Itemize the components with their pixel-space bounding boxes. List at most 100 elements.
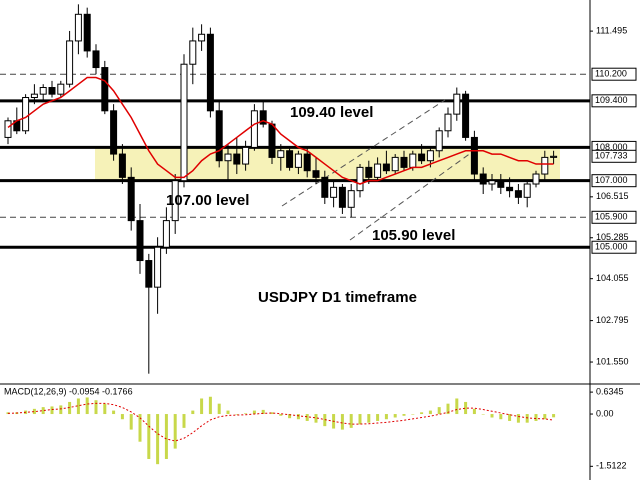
annotation: 105.90 level: [372, 227, 455, 244]
macd-title: MACD(12,26,9) -0.0954 -0.1766: [4, 386, 133, 396]
macd-bar: [138, 414, 142, 442]
macd-bar: [235, 414, 239, 415]
macd-bar: [173, 414, 177, 449]
candle-body: [136, 220, 144, 262]
macd-bar: [446, 403, 450, 415]
macd-bar: [437, 407, 441, 415]
level-label: 105.000: [595, 242, 628, 252]
macd-bar: [103, 403, 107, 415]
annotation: 107.00 level: [166, 192, 249, 209]
macd-bar: [525, 414, 529, 423]
macd-bar: [50, 406, 54, 415]
y-tick-label: 104.055: [596, 273, 629, 283]
macd-bar: [508, 414, 512, 421]
macd-bar: [340, 414, 344, 430]
macd-bar: [402, 414, 406, 416]
macd-bar: [32, 408, 36, 415]
candle-body: [470, 136, 478, 175]
candle-body: [312, 170, 320, 178]
macd-bar: [411, 414, 415, 415]
candle-body: [57, 83, 65, 95]
candle-body: [118, 153, 126, 178]
candle-body: [418, 153, 426, 162]
plot-layer: [4, 4, 558, 465]
candle-body: [365, 166, 373, 178]
macd-bar: [279, 414, 283, 416]
macd-bar: [68, 401, 72, 415]
chart-title: USDJPY D1 timeframe: [258, 289, 417, 306]
candle-body: [338, 186, 346, 208]
macd-bar: [428, 410, 432, 415]
candle-body: [189, 40, 197, 65]
macd-bar: [543, 414, 547, 420]
macd-bar: [208, 396, 212, 415]
candle-body: [198, 33, 206, 42]
candle-body: [110, 110, 118, 155]
candle-body: [374, 163, 382, 178]
macd-bar: [481, 414, 485, 415]
candle-body: [435, 130, 443, 152]
candle-body: [277, 150, 285, 158]
macd-bar: [499, 414, 503, 420]
candle-body: [127, 176, 135, 222]
macd-bar: [393, 414, 397, 418]
macd-bar: [552, 414, 556, 418]
price-label: 107.733: [595, 151, 628, 161]
moving-average: [7, 76, 554, 185]
channel-line: [349, 149, 476, 241]
candle-body: [497, 180, 505, 188]
candle-body: [154, 246, 162, 288]
macd-bar: [41, 407, 45, 415]
macd-bar: [112, 410, 116, 415]
candle-body: [462, 93, 470, 138]
candle-body: [233, 153, 241, 165]
candle-body: [426, 150, 434, 162]
macd-bar: [226, 410, 230, 415]
candle-body: [259, 110, 267, 125]
candle-body: [22, 96, 30, 132]
macd-bar: [244, 413, 248, 415]
macd-bar: [252, 410, 256, 415]
macd-bar: [305, 414, 309, 421]
macd-bar: [182, 414, 186, 428]
macd-bar: [314, 414, 318, 423]
candle-body: [400, 156, 408, 168]
macd-bar: [261, 409, 265, 415]
macd-bar: [147, 414, 151, 459]
candle-body: [48, 87, 56, 95]
y-tick-label: 111.495: [596, 25, 627, 35]
candle-body: [550, 155, 558, 158]
macd-bar: [420, 412, 424, 415]
candle-body: [330, 186, 338, 198]
axis-layer: 111.495 106.515 105.285 104.055 102.795 101.5…: [590, 25, 637, 471]
macd-bar: [464, 401, 468, 415]
macd-bar: [191, 410, 195, 415]
candle-body: [224, 153, 232, 162]
price-label-box: [591, 149, 637, 163]
candle-body: [506, 186, 514, 192]
candle-body: [39, 87, 47, 95]
candle-body: [171, 180, 179, 222]
candle-body: [83, 13, 91, 52]
candle-body: [145, 260, 153, 288]
y-tick-label: 106.515: [596, 191, 629, 201]
candle-body: [294, 153, 302, 168]
level-label-box: [591, 174, 637, 188]
macd-bar: [516, 414, 520, 423]
macd-bar: [376, 414, 380, 421]
macd-bar: [349, 414, 353, 428]
candle-body: [215, 110, 223, 162]
level-label-box: [591, 210, 637, 224]
macd-tick-label: -1.5122: [596, 461, 627, 471]
macd-bar: [85, 397, 89, 415]
candle-body: [180, 63, 188, 182]
candle-body: [286, 150, 294, 168]
macd-tick-label: 0.6345: [596, 386, 624, 396]
level-label: 109.400: [595, 95, 628, 105]
candle-body: [66, 40, 74, 85]
candle-body: [356, 166, 364, 192]
level-label-box: [591, 67, 637, 81]
candle-body: [206, 33, 214, 112]
macd-bar: [296, 414, 300, 420]
candle-body: [4, 120, 12, 138]
